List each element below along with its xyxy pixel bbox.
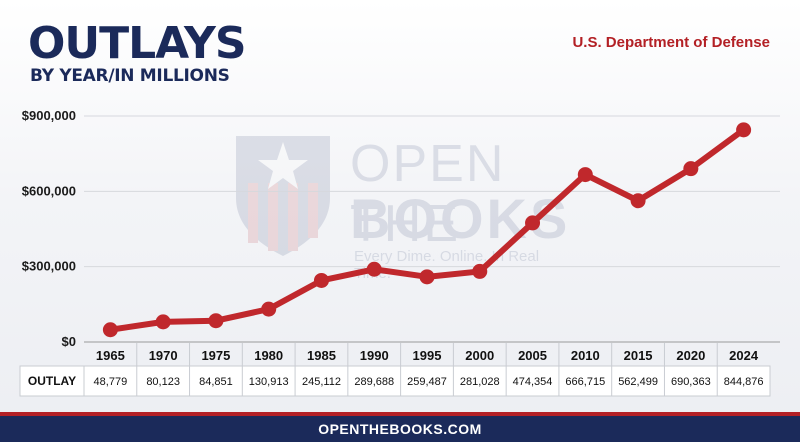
table-value-cell: 130,913 (249, 376, 289, 388)
data-point (313, 272, 329, 288)
x-tick-label: 1995 (413, 348, 442, 363)
table-value-cell: 666,715 (565, 376, 605, 388)
table-row-label: OUTLAY (28, 374, 76, 388)
table-value-cell: 474,354 (513, 376, 553, 388)
y-tick-label: $900,000 (22, 108, 76, 123)
data-point (155, 314, 171, 330)
table-row-box (19, 365, 771, 397)
table-value-cell: 259,487 (407, 376, 447, 388)
footer-url[interactable]: OPENTHEBOOKS.COM (0, 412, 800, 442)
data-point (630, 193, 646, 209)
y-tick-label: $300,000 (22, 259, 76, 274)
chart-title: OUTLAYS (28, 18, 247, 69)
table-value-cell: 245,112 (302, 376, 341, 388)
x-tick-label: 2000 (465, 348, 494, 363)
table-value-cell: 80,123 (146, 376, 180, 388)
watermark-line1: OPEN THE (350, 135, 506, 253)
y-tick-label: $600,000 (22, 183, 76, 198)
data-point (208, 313, 224, 329)
data-point (683, 161, 699, 177)
data-point (366, 261, 382, 277)
data-point (525, 215, 541, 231)
x-tick-label: 2020 (676, 348, 705, 363)
table-value-cell: 562,499 (618, 376, 658, 388)
table-value-cell: 289,688 (354, 376, 394, 388)
table-value-cell: 84,851 (199, 376, 233, 388)
data-point (472, 263, 488, 279)
x-tick-label: 2005 (518, 348, 547, 363)
table-value-cell: 844,876 (724, 376, 764, 388)
x-tick-label: 1975 (201, 348, 230, 363)
series-line (107, 126, 747, 333)
x-tick-label: 1985 (307, 348, 336, 363)
data-point (736, 122, 752, 138)
x-tick-label: 2024 (729, 348, 759, 363)
x-tick-label: 1980 (254, 348, 283, 363)
outlays-chart: $0 $300,000 $600,000 $900,000 OUTLAY 1965 48,7… (19, 108, 780, 397)
y-tick-label: $0 (62, 334, 76, 349)
x-tick-label: 1970 (149, 348, 178, 363)
table-value-cell: 690,363 (671, 376, 711, 388)
x-tick-label: 2015 (624, 348, 653, 363)
department-label: U.S. Department of Defense (572, 34, 770, 51)
data-point (261, 301, 277, 317)
data-point (577, 167, 593, 183)
data-point (102, 322, 118, 338)
shield-logo-icon (236, 136, 330, 256)
x-tick-label: 2010 (571, 348, 600, 363)
data-point (419, 269, 435, 285)
chart-subtitle: BY YEAR/IN MILLIONS (30, 66, 230, 86)
x-tick-label: 1965 (96, 348, 125, 363)
table-value-cell: 48,779 (94, 376, 128, 388)
x-tick-label: 1990 (360, 348, 389, 363)
table-value-cell: 281,028 (460, 376, 500, 388)
